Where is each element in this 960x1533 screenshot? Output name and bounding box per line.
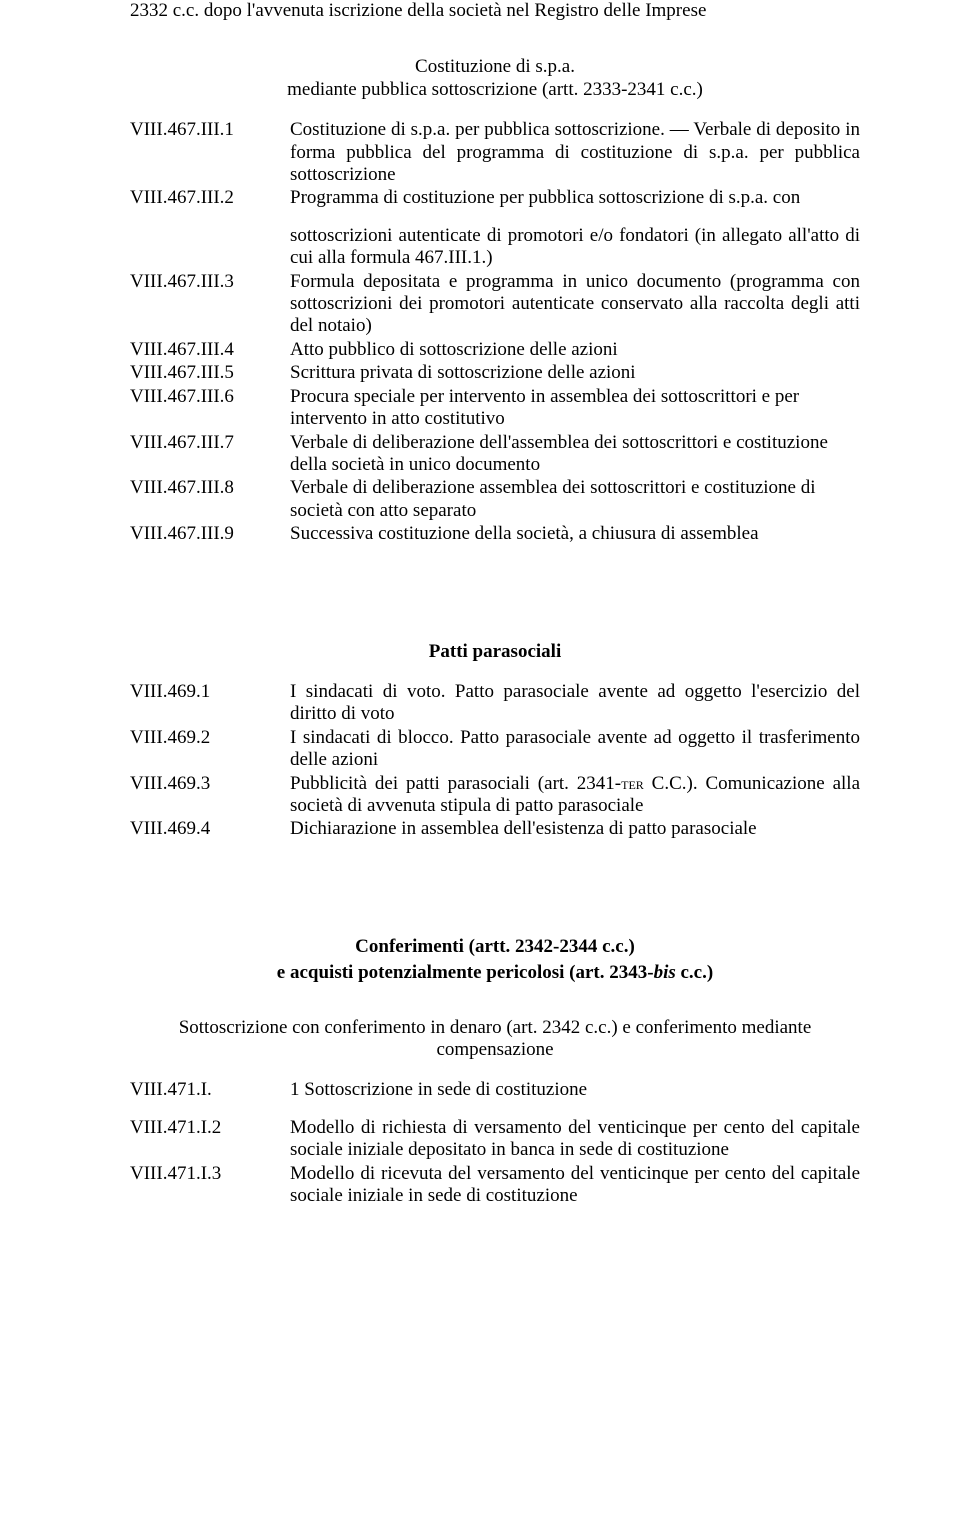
- entry-text: Scrittura privata di sottoscrizione dell…: [290, 362, 860, 384]
- entry-ref: VIII.471.I.: [130, 1079, 290, 1101]
- entry-ref: VIII.469.1: [130, 681, 290, 726]
- entry: VIII.467.III.4 Atto pubblico di sottoscr…: [130, 339, 860, 361]
- entry-ref: VIII.467.III.1: [130, 119, 290, 186]
- entry-ref: VIII.467.III.2: [130, 187, 290, 209]
- entry-ref: VIII.467.III.3: [130, 271, 290, 338]
- entry-text: Programma di costituzione per pubblica s…: [290, 187, 860, 209]
- subsection-sottoscrizione: Sottoscrizione con conferimento in denar…: [130, 1017, 860, 1062]
- entry-text: I sindacati di voto. Patto parasociale a…: [290, 681, 860, 726]
- section-title-span-a: e acquisti potenzialmente pericolosi (ar…: [277, 962, 654, 983]
- top-paragraph: 2332 c.c. dopo l'avvenuta iscrizione del…: [130, 0, 860, 22]
- entry: VIII.469.1 I sindacati di voto. Patto pa…: [130, 681, 860, 726]
- entry: VIII.469.4 Dichiarazione in assemblea de…: [130, 818, 860, 840]
- entry: VIII.471.I.2 Modello di richiesta di ver…: [130, 1117, 860, 1162]
- entry: VIII.471.I. 1 Sottoscrizione in sede di …: [130, 1079, 860, 1101]
- section-title-line2: mediante pubblica sottoscrizione (artt. …: [287, 79, 703, 100]
- entry: VIII.471.I.3 Modello di ricevuta del ver…: [130, 1163, 860, 1208]
- entry: VIII.467.III.6 Procura speciale per inte…: [130, 386, 860, 431]
- entry: VIII.467.III.8 Verbale di deliberazione …: [130, 477, 860, 522]
- entry: VIII.467.III.5 Scrittura privata di sott…: [130, 362, 860, 384]
- section-title-patti: Patti parasociali: [130, 641, 860, 663]
- entry-text: Successiva costituzione della società, a…: [290, 523, 860, 545]
- entry-text: sottoscrizioni autenticate di promotori …: [290, 225, 860, 270]
- document-page: 2332 c.c. dopo l'avvenuta iscrizione del…: [0, 0, 960, 1533]
- entry-text-a: Pubblicità dei patti parasociali (art. 2…: [290, 773, 621, 794]
- entry-ref: VIII.469.2: [130, 727, 290, 772]
- entry-text: I sindacati di blocco. Patto parasociale…: [290, 727, 860, 772]
- entry-text: Verbale di deliberazione dell'assemblea …: [290, 432, 860, 477]
- entry-ref-empty: [130, 225, 290, 270]
- entry: sottoscrizioni autenticate di promotori …: [130, 225, 860, 270]
- entry-ref: VIII.467.III.5: [130, 362, 290, 384]
- entry-text: Modello di ricevuta del versamento del v…: [290, 1163, 860, 1208]
- entry-text: Pubblicità dei patti parasociali (art. 2…: [290, 773, 860, 818]
- entry-ref: VIII.469.3: [130, 773, 290, 818]
- entry-ref: VIII.467.III.8: [130, 477, 290, 522]
- section-title-span-c: c.c.): [676, 962, 713, 983]
- entry: VIII.467.III.2 Programma di costituzione…: [130, 187, 860, 209]
- bis-italic: bis: [654, 962, 676, 983]
- entry-ref: VIII.467.III.7: [130, 432, 290, 477]
- entry-text: Verbale di deliberazione assemblea dei s…: [290, 477, 860, 522]
- section-title-conferimenti-b: e acquisti potenzialmente pericolosi (ar…: [130, 962, 860, 984]
- entry-ref: VIII.467.III.4: [130, 339, 290, 361]
- entry-ref: VIII.467.III.6: [130, 386, 290, 431]
- entry: VIII.467.III.9 Successiva costituzione d…: [130, 523, 860, 545]
- entry: VIII.469.3 Pubblicità dei patti parasoci…: [130, 773, 860, 818]
- section-title-line1: Costituzione di s.p.a.: [415, 56, 575, 77]
- ter-smallcaps: ter: [621, 773, 644, 793]
- entry-text: Costituzione di s.p.a. per pubblica sott…: [290, 119, 860, 186]
- entry: VIII.467.III.1 Costituzione di s.p.a. pe…: [130, 119, 860, 186]
- entry-text: Formula depositata e programma in unico …: [290, 271, 860, 338]
- entry-ref: VIII.471.I.2: [130, 1117, 290, 1162]
- section-title-costituzione: Costituzione di s.p.a. mediante pubblica…: [130, 56, 860, 101]
- entry-text: 1 Sottoscrizione in sede di costituzione: [290, 1079, 860, 1101]
- section-title-conferimenti-a: Conferimenti (artt. 2342-2344 c.c.): [130, 936, 860, 958]
- entry-text: Dichiarazione in assemblea dell'esistenz…: [290, 818, 860, 840]
- entry-ref: VIII.469.4: [130, 818, 290, 840]
- entry: VIII.467.III.3 Formula depositata e prog…: [130, 271, 860, 338]
- entry-text: Atto pubblico di sottoscrizione delle az…: [290, 339, 860, 361]
- entry-text: Procura speciale per intervento in assem…: [290, 386, 860, 431]
- entry-ref: VIII.471.I.3: [130, 1163, 290, 1208]
- entry-ref: VIII.467.III.9: [130, 523, 290, 545]
- entry: VIII.467.III.7 Verbale di deliberazione …: [130, 432, 860, 477]
- entry: VIII.469.2 I sindacati di blocco. Patto …: [130, 727, 860, 772]
- entry-text: Modello di richiesta di versamento del v…: [290, 1117, 860, 1162]
